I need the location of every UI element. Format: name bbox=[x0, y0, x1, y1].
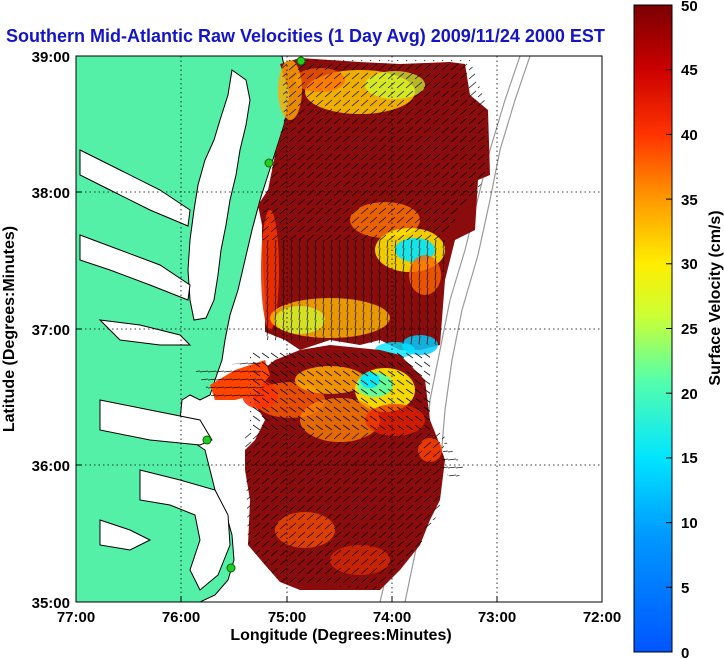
x-axis-label: Longitude (Degrees:Minutes) bbox=[230, 627, 451, 644]
colorbar-tick-label: 5 bbox=[681, 580, 689, 597]
radar-sites bbox=[202, 56, 306, 573]
y-tick-label: 36:00 bbox=[32, 458, 70, 475]
y-tick-label: 38:00 bbox=[32, 185, 70, 202]
colorbar-gradient bbox=[633, 4, 673, 653]
y-tick-label: 39:00 bbox=[32, 49, 70, 66]
colorbar-tick-label: 50 bbox=[681, 0, 698, 15]
colorbar-tick-label: 15 bbox=[681, 450, 698, 467]
colorbar-tick-label: 0 bbox=[681, 645, 689, 659]
x-tick-label: 73:00 bbox=[478, 609, 516, 626]
grid-lines bbox=[76, 56, 602, 602]
y-axis-label: Latitude (Degrees:Minutes) bbox=[1, 226, 18, 432]
colorbar-tick-label: 35 bbox=[681, 192, 698, 209]
land bbox=[76, 56, 291, 602]
radar-site-marker bbox=[296, 56, 306, 66]
y-tick-labels: 39:00 38:00 37:00 36:00 35:00 bbox=[32, 49, 70, 612]
x-tick-label: 76:00 bbox=[162, 609, 200, 626]
radar-site-marker bbox=[226, 563, 236, 573]
colorbar-tick-label: 45 bbox=[681, 62, 698, 79]
colorbar-tick-label: 30 bbox=[681, 256, 698, 273]
x-tick-label: 72:00 bbox=[583, 609, 621, 626]
colorbar-tick-label: 20 bbox=[681, 386, 698, 403]
tick-marks bbox=[75, 55, 603, 603]
x-tick-label: 77:00 bbox=[57, 609, 95, 626]
plot-area bbox=[76, 56, 602, 602]
colorbar: 50 45 40 35 30 25 20 15 10 5 0 Surface V… bbox=[633, 0, 724, 659]
colorbar-tick-label: 10 bbox=[681, 515, 698, 532]
x-tick-labels: 77:00 76:00 75:00 74:00 73:00 72:00 bbox=[57, 609, 621, 626]
x-tick-label: 75:00 bbox=[268, 609, 306, 626]
y-tick-label: 37:00 bbox=[32, 322, 70, 339]
radar-site-marker bbox=[202, 435, 212, 445]
radar-site-marker bbox=[264, 158, 274, 168]
map-title: Southern Mid-Atlantic Raw Velocities (1 … bbox=[6, 26, 605, 46]
colorbar-tick-label: 25 bbox=[681, 321, 698, 338]
colorbar-tick-label: 40 bbox=[681, 127, 698, 144]
y-tick-label: 35:00 bbox=[32, 595, 70, 612]
x-tick-label: 74:00 bbox=[373, 609, 411, 626]
current-vectors bbox=[195, 60, 488, 590]
colorbar-label: Surface Velocity (cm/s) bbox=[707, 210, 724, 385]
